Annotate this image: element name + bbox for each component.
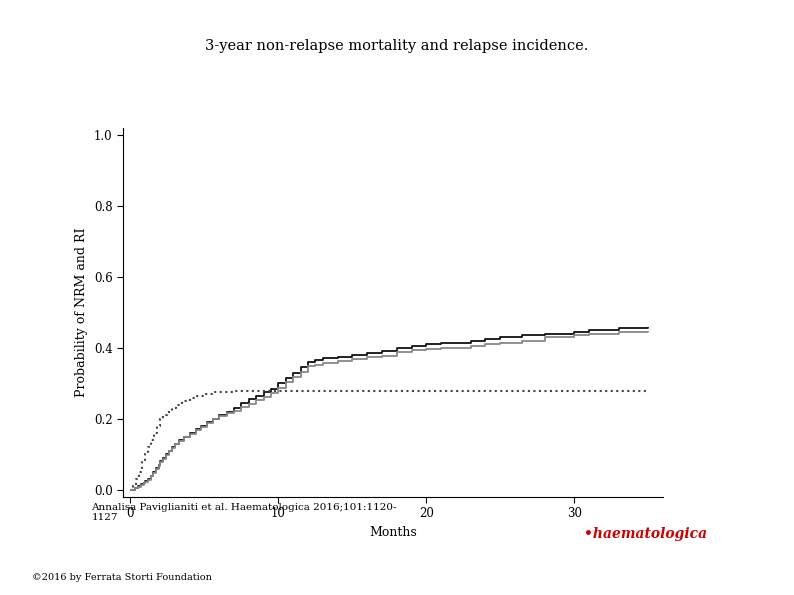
X-axis label: Months: Months [369,526,417,539]
Y-axis label: Probability of NRM and RI: Probability of NRM and RI [75,228,88,397]
Text: ©2016 by Ferrata Storti Foundation: ©2016 by Ferrata Storti Foundation [32,573,212,582]
Text: •haematologica: •haematologica [584,527,707,541]
Text: 3-year non-relapse mortality and relapse incidence.: 3-year non-relapse mortality and relapse… [206,39,588,53]
Text: Annalisa Paviglianiti et al. Haematologica 2016;101:1120-
1127: Annalisa Paviglianiti et al. Haematologi… [91,503,397,522]
